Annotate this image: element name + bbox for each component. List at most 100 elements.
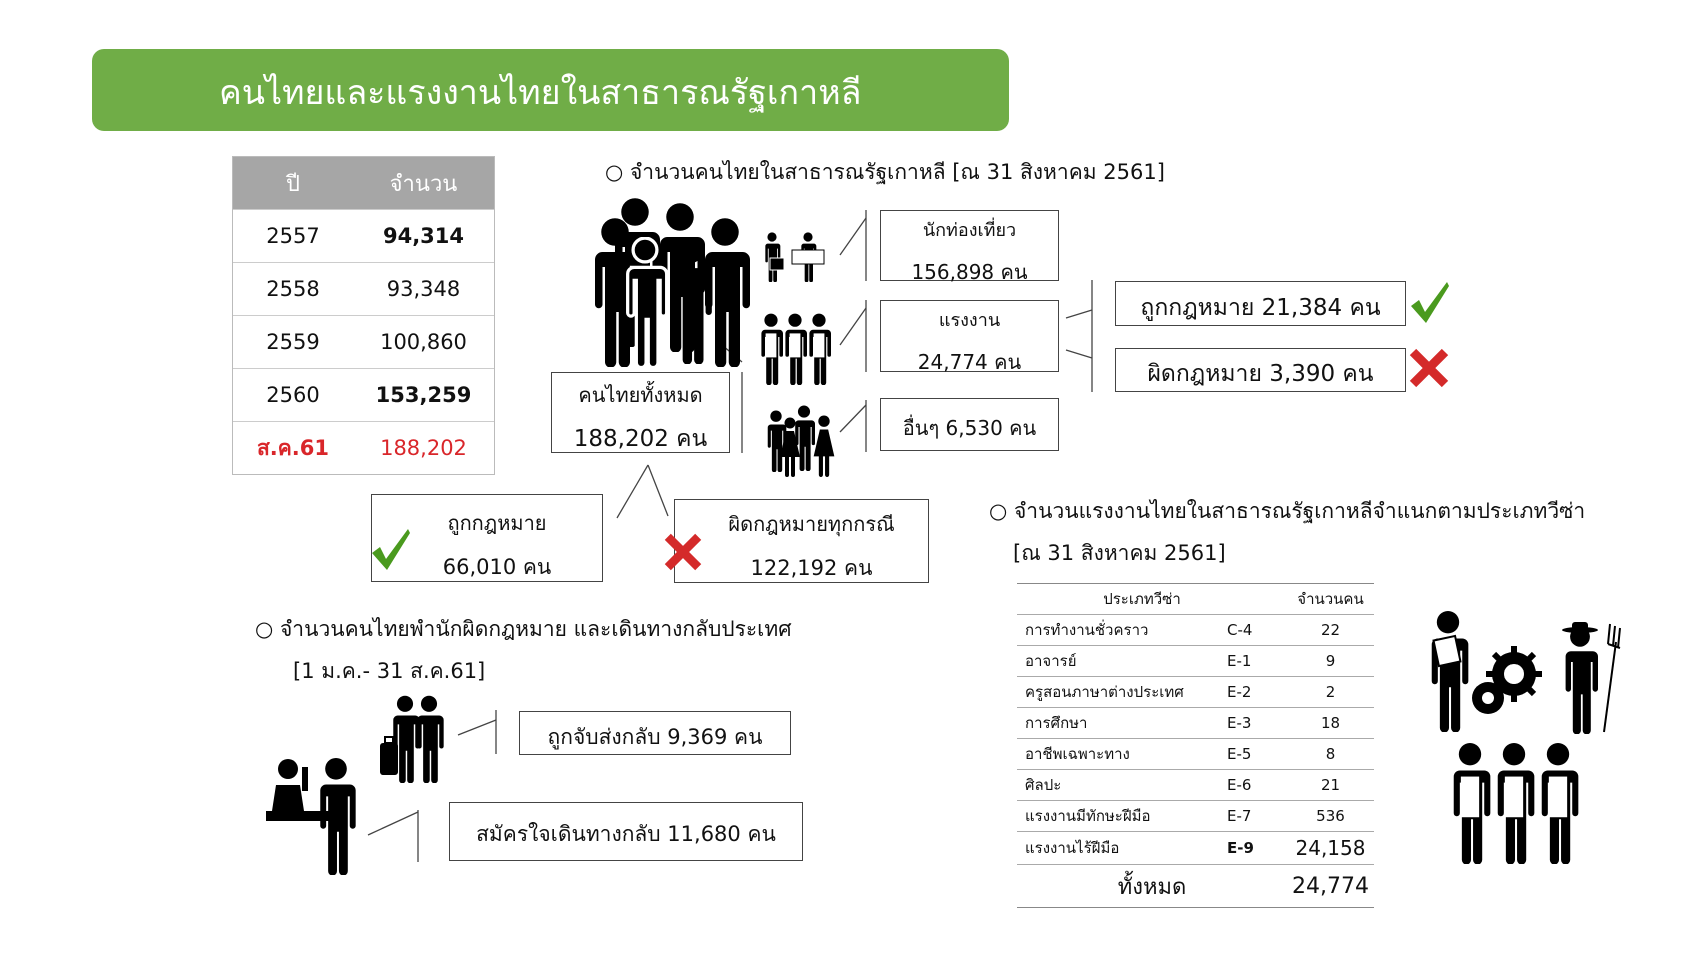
visa-code: E-1 [1227, 652, 1252, 670]
header-count: จำนวน [389, 171, 458, 197]
year-cell: 2558 [266, 277, 320, 301]
tourist-icon [765, 232, 825, 282]
labor-value: 24,774 คน [917, 350, 1022, 374]
visa-code: E-5 [1227, 745, 1252, 763]
workers-icon [1453, 743, 1579, 864]
visa-count: 8 [1325, 745, 1336, 763]
legal-total-value: 66,010 คน [442, 555, 552, 579]
year-cell: 2560 [266, 383, 320, 407]
section2-period: [1 ม.ค.- 31 ส.ค.61] [293, 659, 486, 683]
table-row: 2557 94,314 [233, 209, 494, 262]
check-in-counter-icon [266, 757, 356, 875]
section3-heading: ○ จำนวนแรงงานไทยในสาธารณรัฐเกาหลีจำแนกตา… [989, 499, 1586, 523]
other-label: อื่นๆ 6,530 คน [902, 416, 1037, 440]
visa-name: ศิลปะ [1025, 776, 1062, 794]
visa-count: 24,158 [1295, 836, 1366, 860]
travelers-luggage-icon [380, 695, 444, 783]
cross-icon [1409, 348, 1449, 388]
visa-type-table: ประเภทวีซ่า จำนวนคน การทำงานชั่วคราว C-4 22… [1017, 583, 1374, 908]
table-row-highlight: ส.ค.61 188,202 [233, 421, 494, 474]
voluntary-return-box: สมัครใจเดินทางกลับ 11,680 คน [449, 802, 803, 861]
visa-code: E-3 [1227, 714, 1252, 732]
visa-count: 9 [1325, 652, 1336, 670]
visa-count: 21 [1320, 776, 1341, 794]
visa-code: E-9 [1227, 839, 1254, 857]
count-cell: 153,259 [375, 383, 472, 407]
header-visa-type: ประเภทวีซ่า [1103, 590, 1181, 608]
visa-name: อาจารย์ [1025, 652, 1077, 670]
table-header: ประเภทวีซ่า จำนวนคน [1017, 584, 1374, 615]
visa-name: แรงงานไร้ฝีมือ [1025, 839, 1120, 857]
check-icon [1411, 282, 1449, 323]
visa-name: อาชีพเฉพาะทาง [1025, 745, 1130, 763]
visa-code: C-4 [1227, 621, 1253, 639]
header-count: จำนวนคน [1297, 590, 1364, 608]
section1-heading: ○ จำนวนคนไทยในสาธารณรัฐเกาหลี [ณ 31 สิงห… [605, 160, 1165, 184]
engineer-gears-icon [1431, 611, 1542, 732]
header-year: ปี [286, 171, 300, 197]
count-cell: 188,202 [380, 436, 467, 460]
family-icon [767, 405, 835, 477]
legal-total-label: ถูกกฎหมาย [447, 511, 547, 535]
title-banner: คนไทยและแรงงานไทยในสาธารณรัฐเกาหลี [92, 49, 1009, 131]
tourist-label: นักท่องเที่ยว [922, 220, 1017, 241]
illegal-total-box: ผิดกฎหมายทุกกรณี 122,192 คน [674, 499, 929, 583]
page-title: คนไทยและแรงงานไทยในสาธารณรัฐเกาหลี [219, 73, 862, 113]
visa-code: E-7 [1227, 807, 1252, 825]
total-value: 24,774 [1292, 873, 1369, 899]
section3-date: [ณ 31 สิงหาคม 2561] [1013, 541, 1226, 565]
farmer-icon [1562, 622, 1621, 734]
table-row: การศึกษา E-3 18 [1017, 708, 1374, 739]
workers-icon [761, 313, 831, 385]
table-total-row: ทั้งหมด 24,774 [1017, 865, 1374, 908]
visa-count: 18 [1320, 714, 1341, 732]
table-row: ศิลปะ E-6 21 [1017, 770, 1374, 801]
table-row: การทำงานชั่วคราว C-4 22 [1017, 615, 1374, 646]
visa-count: 22 [1320, 621, 1341, 639]
section2-heading: ○ จำนวนคนไทยพำนักผิดกฎหมาย และเดินทางกลั… [255, 617, 792, 641]
table-header: ปี จำนวน [233, 157, 494, 209]
count-cell: 93,348 [386, 277, 461, 301]
legal-total-box: ถูกกฎหมาย 66,010 คน [371, 494, 603, 582]
other-box: อื่นๆ 6,530 คน [880, 398, 1059, 451]
total-label: คนไทยทั้งหมด [578, 383, 703, 407]
visa-name: การศึกษา [1025, 714, 1088, 732]
year-cell: ส.ค.61 [256, 435, 330, 460]
labor-legal-text: ถูกกฎหมาย 21,384 คน [1140, 295, 1381, 321]
voluntary-return-text: สมัครใจเดินทางกลับ 11,680 คน [476, 822, 776, 846]
year-cell: 2559 [266, 330, 320, 354]
tourist-box: นักท่องเที่ยว 156,898 คน [880, 210, 1059, 284]
labor-box: แรงงาน 24,774 คน [880, 300, 1059, 374]
table-row: อาจารย์ E-1 9 [1017, 646, 1374, 677]
crowd-icon [595, 198, 750, 367]
visa-code: E-2 [1227, 683, 1252, 701]
total-label: ทั้งหมด [1117, 874, 1187, 900]
visa-count: 2 [1325, 683, 1336, 701]
illegal-total-value: 122,192 คน [750, 556, 873, 580]
visa-name: ครูสอนภาษาต่างประเทศ [1025, 683, 1184, 701]
table-row: 2559 100,860 [233, 315, 494, 368]
labor-legal-box: ถูกกฎหมาย 21,384 คน [1115, 281, 1406, 326]
year-count-table: ปี จำนวน 2557 94,314 2558 93,348 2559 100,8… [232, 156, 495, 475]
table-row: 2558 93,348 [233, 262, 494, 315]
illegal-total-label: ผิดกฎหมายทุกกรณี [728, 512, 895, 536]
visa-name: แรงงานมีทักษะฝีมือ [1025, 807, 1151, 825]
cross-icon [664, 533, 702, 571]
visa-count: 536 [1316, 807, 1345, 825]
visa-code: E-6 [1227, 776, 1252, 794]
labor-illegal-text: ผิดกฎหมาย 3,390 คน [1147, 361, 1374, 387]
count-cell: 100,860 [380, 330, 467, 354]
table-row: แรงงานไร้ฝีมือ E-9 24,158 [1017, 832, 1374, 865]
count-cell: 94,314 [382, 224, 465, 248]
table-row: อาชีพเฉพาะทาง E-5 8 [1017, 739, 1374, 770]
table-row: แรงงานมีทักษะฝีมือ E-7 536 [1017, 801, 1374, 832]
total-thai-box: คนไทยทั้งหมด 188,202 คน [551, 372, 730, 453]
tourist-value: 156,898 คน [911, 260, 1028, 284]
table-row: ครูสอนภาษาต่างประเทศ E-2 2 [1017, 677, 1374, 708]
check-icon [372, 529, 410, 570]
labor-illegal-box: ผิดกฎหมาย 3,390 คน [1115, 348, 1406, 392]
deported-box: ถูกจับส่งกลับ 9,369 คน [519, 711, 791, 755]
labor-label: แรงงาน [938, 310, 1001, 331]
total-value: 188,202 คน [573, 426, 708, 452]
table-row: 2560 153,259 [233, 368, 494, 421]
